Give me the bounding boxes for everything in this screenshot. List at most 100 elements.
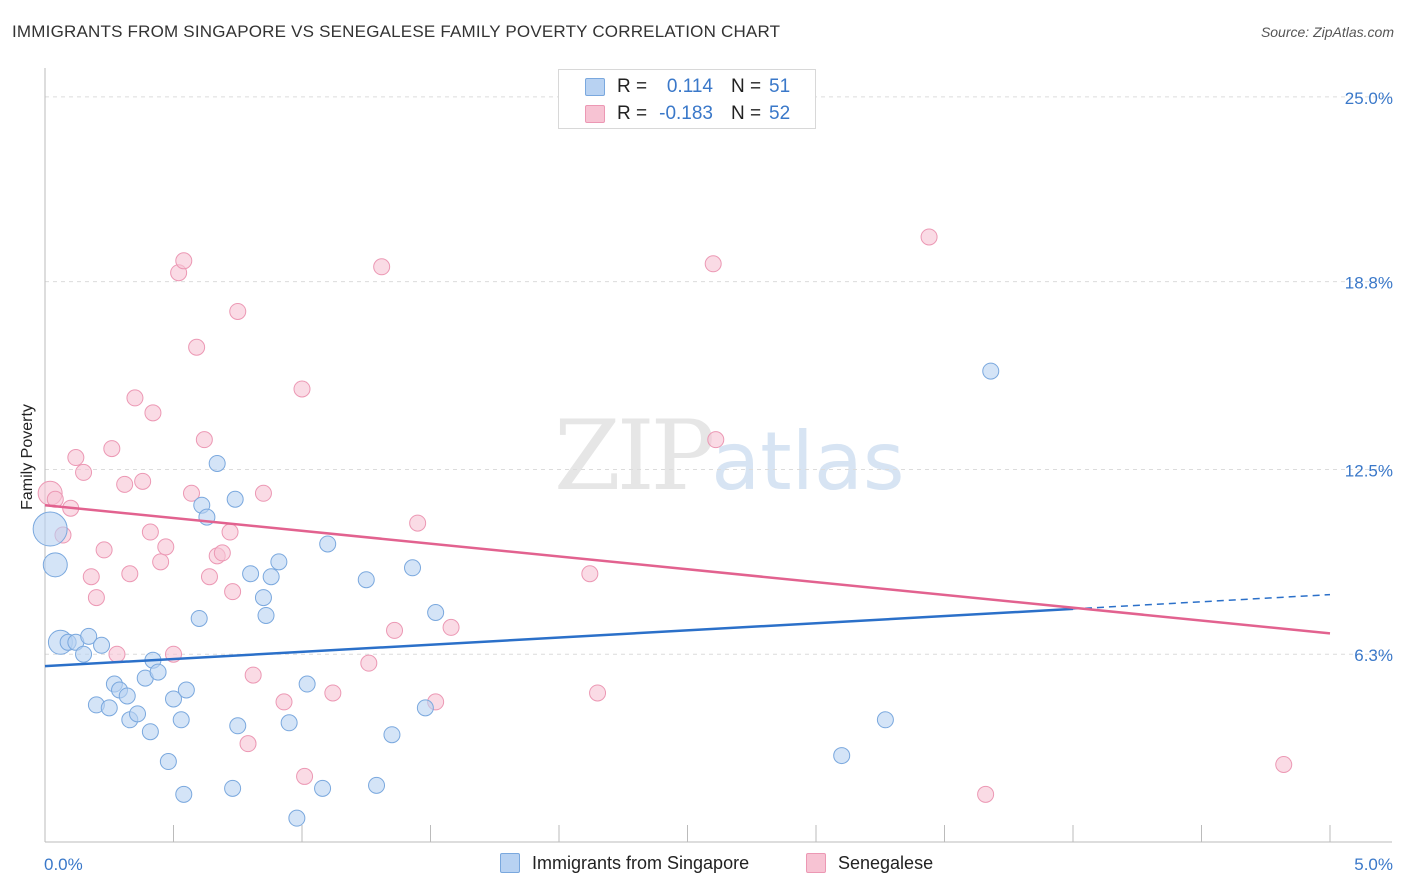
senegalese-point <box>386 621 404 639</box>
senegalese-point <box>188 338 206 356</box>
senegalese-point <box>108 645 126 663</box>
legend-n-label: N = <box>731 76 762 97</box>
singapore-point <box>368 776 386 794</box>
x-tick-label: 0.0% <box>44 855 83 874</box>
legend-r-value: 0.114 <box>666 76 713 97</box>
y-tick-label: 25.0% <box>1345 89 1393 108</box>
senegalese-point <box>977 785 995 803</box>
singapore-point <box>175 785 193 803</box>
singapore-point <box>404 559 422 577</box>
senegalese-point <box>239 735 257 753</box>
singapore-point <box>80 627 98 645</box>
senegalese-point <box>229 302 247 320</box>
singapore-point <box>254 589 272 607</box>
x-tick-label: 5.0% <box>1354 855 1393 874</box>
senegalese-point <box>95 541 113 559</box>
singapore-point <box>262 568 280 586</box>
singapore-point <box>42 552 68 578</box>
senegalese-point <box>704 255 722 273</box>
watermark-atlas: atlas <box>711 415 905 508</box>
singapore-point <box>319 535 337 553</box>
y-axis-label: Family Poverty <box>19 404 36 510</box>
senegalese-point <box>195 431 213 449</box>
singapore-point <box>298 675 316 693</box>
singapore-point <box>118 687 136 705</box>
legend-row-singapore: R = 0.114 N = 51 <box>559 74 815 100</box>
senegalese-point <box>409 514 427 532</box>
senegalese-point <box>103 440 121 458</box>
legend-swatch-singapore <box>585 78 605 96</box>
y-tick-label: 6.3% <box>1354 646 1393 665</box>
senegalese-point <box>152 553 170 571</box>
singapore-point <box>32 511 68 547</box>
singapore-trend-extension <box>1072 593 1331 610</box>
senegalese-point <box>324 684 342 702</box>
singapore-point <box>141 723 159 741</box>
singapore-point <box>172 711 190 729</box>
singapore-point <box>833 747 851 765</box>
legend-label-singapore: Immigrants from Singapore <box>532 853 750 873</box>
legend-label-senegalese: Senegalese <box>838 853 934 873</box>
senegalese-point <box>920 228 938 246</box>
senegalese-point <box>373 258 391 276</box>
singapore-point <box>149 663 167 681</box>
singapore-point <box>357 571 375 589</box>
senegalese-trend-line <box>44 503 1331 635</box>
senegalese-point <box>82 568 100 586</box>
legend-row-senegalese: R = -0.183 N = 52 <box>559 101 815 127</box>
senegalese-point <box>275 693 293 711</box>
singapore-point <box>224 779 242 797</box>
singapore-point <box>383 726 401 744</box>
senegalese-point <box>200 568 218 586</box>
senegalese-point <box>175 252 193 270</box>
senegalese-point <box>75 463 93 481</box>
senegalese-point <box>182 484 200 502</box>
source-credit: Source: ZipAtlas.com <box>1260 24 1394 40</box>
senegalese-point <box>442 618 460 636</box>
senegalese-point <box>121 565 139 583</box>
singapore-point <box>242 565 260 583</box>
senegalese-point <box>293 380 311 398</box>
senegalese-point <box>254 484 272 502</box>
legend-r-label: R = <box>617 76 648 97</box>
watermark-zip: ZIP <box>554 400 715 512</box>
singapore-point <box>208 454 226 472</box>
correlation-legend: R = 0.114 N = 51 R = -0.183 N = 52 <box>558 69 816 129</box>
legend-swatch-senegalese <box>806 853 826 873</box>
y-tick-label: 18.8% <box>1345 274 1393 293</box>
singapore-point <box>190 609 208 627</box>
singapore-trend-line <box>44 607 1074 668</box>
singapore-point <box>129 705 147 723</box>
senegalese-point <box>141 523 159 541</box>
singapore-point <box>314 779 332 797</box>
singapore-point <box>416 699 434 717</box>
singapore-point <box>982 362 1000 380</box>
senegalese-point <box>116 475 134 493</box>
legend-r-label: R = <box>617 103 648 124</box>
senegalese-point <box>213 544 231 562</box>
senegalese-point <box>221 523 239 541</box>
senegalese-point <box>144 404 162 422</box>
singapore-point <box>257 606 275 624</box>
singapore-point <box>75 645 93 663</box>
singapore-point <box>229 717 247 735</box>
senegalese-point <box>224 583 242 601</box>
senegalese-point <box>360 654 378 672</box>
singapore-point <box>177 681 195 699</box>
singapore-point <box>280 714 298 732</box>
series-legend: Immigrants from Singapore Senegalese <box>0 850 1406 878</box>
legend-n-value: 51 <box>769 76 791 97</box>
legend-swatch-senegalese <box>585 105 605 123</box>
senegalese-point <box>126 389 144 407</box>
singapore-point <box>270 553 288 571</box>
senegalese-point <box>244 666 262 684</box>
singapore-point <box>165 690 182 708</box>
senegalese-point <box>589 684 607 702</box>
senegalese-point <box>87 589 105 607</box>
singapore-point <box>93 636 111 654</box>
singapore-point <box>876 711 894 729</box>
senegalese-point <box>157 538 175 556</box>
senegalese-point <box>707 431 725 449</box>
senegalese-point <box>134 472 152 490</box>
